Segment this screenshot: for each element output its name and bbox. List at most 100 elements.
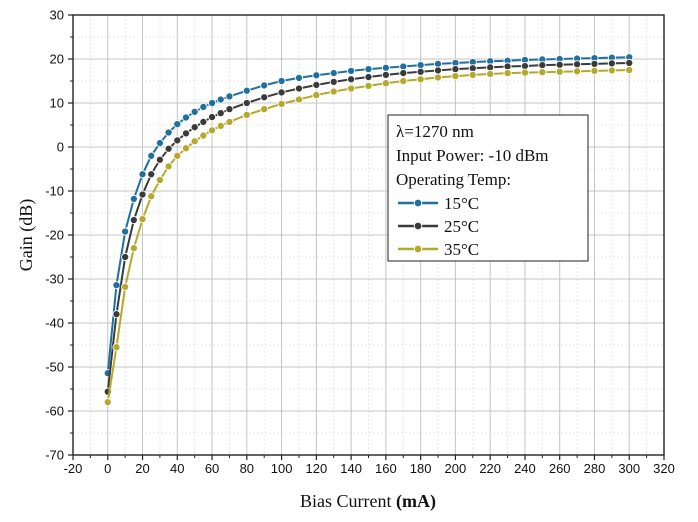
data-point [216, 95, 225, 104]
data-point [312, 91, 321, 100]
data-point [147, 170, 156, 179]
data-point [164, 162, 173, 171]
x-tick-label: 40 [170, 461, 184, 476]
x-tick-label: 240 [514, 461, 536, 476]
data-point [590, 66, 599, 75]
data-point [260, 105, 269, 114]
data-point [147, 192, 156, 201]
data-point [607, 66, 616, 75]
series-group [103, 53, 634, 407]
data-point [486, 63, 495, 72]
legend-entry: 15°C [398, 194, 479, 213]
data-point [208, 126, 217, 135]
data-point [364, 65, 373, 74]
data-point [329, 77, 338, 86]
data-point [225, 105, 234, 114]
x-tick-label: 300 [618, 461, 640, 476]
data-point [103, 398, 112, 407]
x-axis-title: Bias Current (mA) [300, 491, 436, 512]
data-point [121, 227, 130, 236]
data-point [503, 62, 512, 71]
data-point [260, 93, 269, 102]
data-point [277, 76, 286, 86]
data-point [399, 62, 408, 71]
series-25°C [103, 58, 634, 396]
legend-label: 15°C [444, 194, 479, 213]
data-point [364, 72, 373, 82]
data-point [520, 61, 529, 71]
data-point [138, 215, 147, 224]
x-tick-label: 160 [375, 461, 397, 476]
axis-ticks: -20 0 20 40 60 80 100 120 140 160 180 200 220 240 260 2… [45, 8, 675, 477]
data-point [181, 144, 191, 153]
x-axis-title-unit: (mA) [396, 491, 436, 512]
data-point [129, 215, 138, 225]
data-point [199, 117, 208, 126]
data-point [277, 99, 286, 108]
y-tick-label: -70 [45, 448, 64, 463]
legend-input-power: Input Power: -10 dBm [396, 146, 549, 165]
legend-marker [413, 221, 423, 231]
data-point [277, 88, 286, 97]
data-point [260, 81, 269, 90]
legend-entries: 15°C 25°C 35°C [398, 194, 479, 259]
y-tick-label: -30 [45, 272, 64, 287]
data-point [294, 95, 304, 104]
data-point [468, 70, 477, 79]
data-point [129, 194, 138, 203]
data-point [173, 120, 182, 129]
x-tick-label: -20 [64, 461, 83, 476]
data-point [155, 138, 164, 148]
x-tick-label: 120 [306, 461, 328, 476]
legend-box [387, 114, 589, 262]
data-point [155, 175, 164, 185]
data-point [138, 190, 147, 199]
data-point [112, 281, 121, 290]
data-point [190, 107, 199, 116]
data-point [216, 109, 225, 118]
y-tick-label: 10 [50, 96, 64, 111]
legend-marker [413, 198, 423, 208]
data-point [216, 121, 225, 130]
x-tick-label: 60 [205, 461, 219, 476]
x-tick-label: 260 [549, 461, 571, 476]
legend-label: 35°C [444, 240, 479, 259]
data-point [225, 92, 234, 101]
data-point [329, 87, 338, 96]
data-point [199, 102, 208, 112]
legend: λ=1270 nm Input Power: -10 dBm Operating… [387, 114, 589, 262]
x-tick-label: 280 [584, 461, 606, 476]
data-point [329, 69, 338, 78]
data-point [503, 69, 512, 78]
data-point [381, 63, 390, 72]
data-point [155, 155, 164, 164]
x-tick-label: 20 [135, 461, 149, 476]
y-tick-label: -50 [45, 360, 64, 375]
data-point [242, 86, 251, 95]
data-point [625, 58, 634, 68]
x-tick-label: 180 [410, 461, 432, 476]
data-point [294, 73, 304, 82]
data-point [190, 123, 199, 132]
data-point [347, 66, 356, 75]
legend-entry: 25°C [398, 217, 479, 236]
data-point [164, 128, 173, 137]
data-point [147, 151, 156, 160]
data-point [242, 110, 251, 119]
data-point [225, 117, 234, 126]
data-point [590, 59, 599, 68]
data-point [625, 65, 634, 75]
x-tick-label: 80 [240, 461, 254, 476]
y-axis-title: Gain (dB) [16, 199, 37, 271]
data-point [607, 59, 616, 68]
y-tick-label: 0 [57, 140, 64, 155]
data-point [347, 84, 356, 93]
x-tick-label: 100 [271, 461, 293, 476]
data-point [138, 170, 147, 179]
data-point [416, 75, 425, 84]
y-tick-label: -40 [45, 316, 64, 331]
legend-operating-temp: Operating Temp: [396, 170, 511, 189]
data-point [468, 64, 477, 73]
data-point [433, 59, 443, 68]
